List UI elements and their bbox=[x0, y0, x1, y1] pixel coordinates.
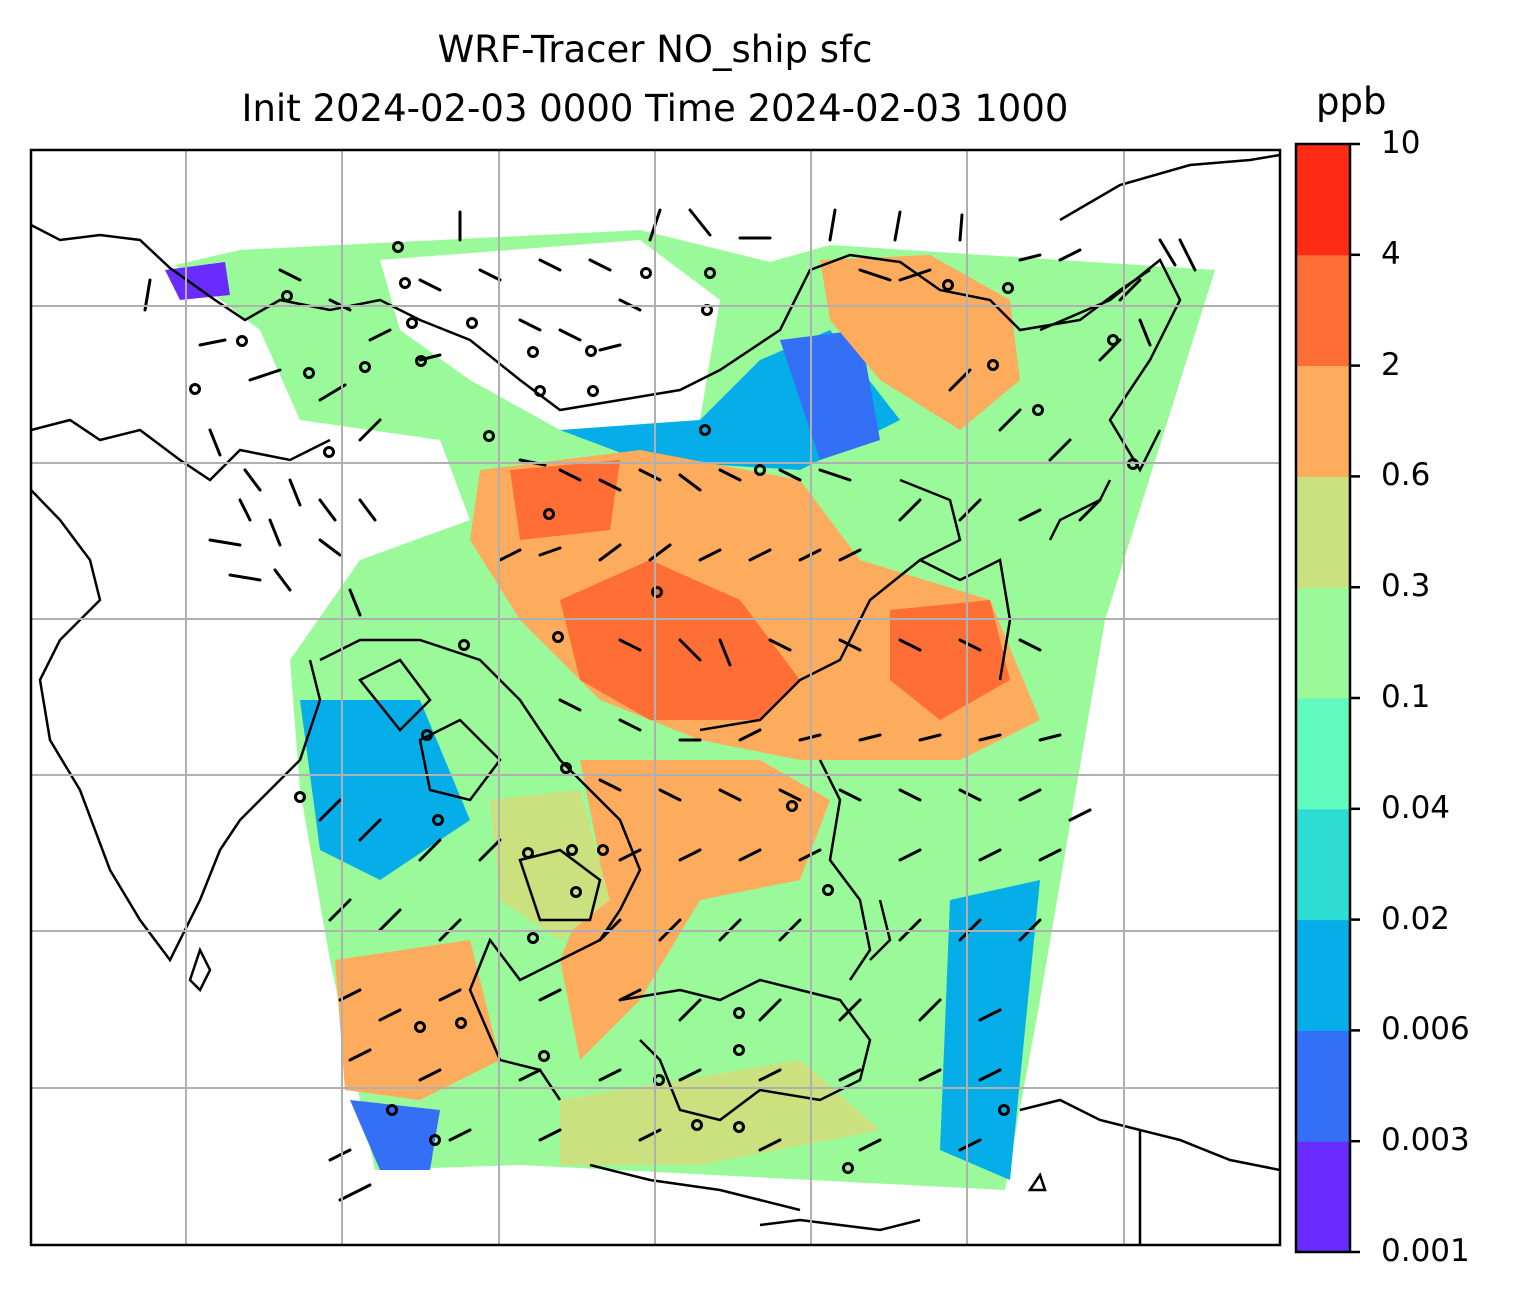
tracer-field-sw-low bbox=[350, 1100, 440, 1170]
tracer-field-violet-nw bbox=[165, 262, 230, 300]
colorbar-segment bbox=[1296, 1141, 1350, 1253]
map-title-line1: WRF-Tracer NO_ship sfc bbox=[437, 28, 873, 71]
tracer-field-blank bbox=[200, 420, 470, 610]
tracer-field-sw bbox=[335, 940, 500, 1100]
tracer-field-east-peak bbox=[890, 600, 1010, 720]
colorbar-unit-label: ppb bbox=[1316, 80, 1387, 123]
colorbar-segment bbox=[1296, 365, 1350, 477]
colorbar-tick-label: 0.003 bbox=[1381, 1122, 1470, 1159]
colorbar-tick-label: 2 bbox=[1381, 346, 1401, 383]
tracer-field-north-peak bbox=[510, 460, 620, 540]
colorbar-segment bbox=[1296, 144, 1350, 256]
colorbar-segment bbox=[1296, 919, 1350, 1031]
colorbar-tick-label: 4 bbox=[1381, 235, 1401, 272]
calm-wind-circles bbox=[189, 241, 1139, 1174]
colorbar-tick-label: 10 bbox=[1381, 125, 1421, 161]
tracer-field-indochina bbox=[490, 790, 610, 940]
colorbar-tick-label: 0.006 bbox=[1381, 1011, 1470, 1048]
colorbar-tick-label: 0.001 bbox=[1381, 1233, 1470, 1269]
colorbar-tick-label: 0.6 bbox=[1381, 457, 1431, 494]
colorbar-tick-label: 0.02 bbox=[1381, 900, 1451, 937]
map-title-line2: Init 2024-02-03 0000 Time 2024-02-03 100… bbox=[241, 87, 1069, 130]
tracer-field-blank-north bbox=[380, 240, 720, 430]
colorbar-segment bbox=[1296, 698, 1350, 810]
colorbar-segment bbox=[1296, 808, 1350, 921]
colorbar-segment bbox=[1296, 254, 1350, 367]
colorbar-segment bbox=[1296, 476, 1350, 588]
colorbar-tick-label: 0.1 bbox=[1381, 679, 1431, 715]
tracer-field-korea bbox=[820, 255, 1020, 430]
map-gridlines bbox=[31, 150, 1280, 1245]
tracer-field-east-low bbox=[940, 880, 1040, 1180]
colorbar-segment bbox=[1296, 587, 1350, 699]
map-frame bbox=[29, 148, 1282, 1247]
colorbar-tick-label: 0.04 bbox=[1381, 789, 1451, 826]
colorbar-segment bbox=[1296, 1030, 1350, 1142]
tracer-field-scs bbox=[560, 760, 830, 1060]
colorbar-tick-label: 0.3 bbox=[1381, 568, 1431, 605]
tracer-field-violet-patch bbox=[780, 330, 880, 460]
